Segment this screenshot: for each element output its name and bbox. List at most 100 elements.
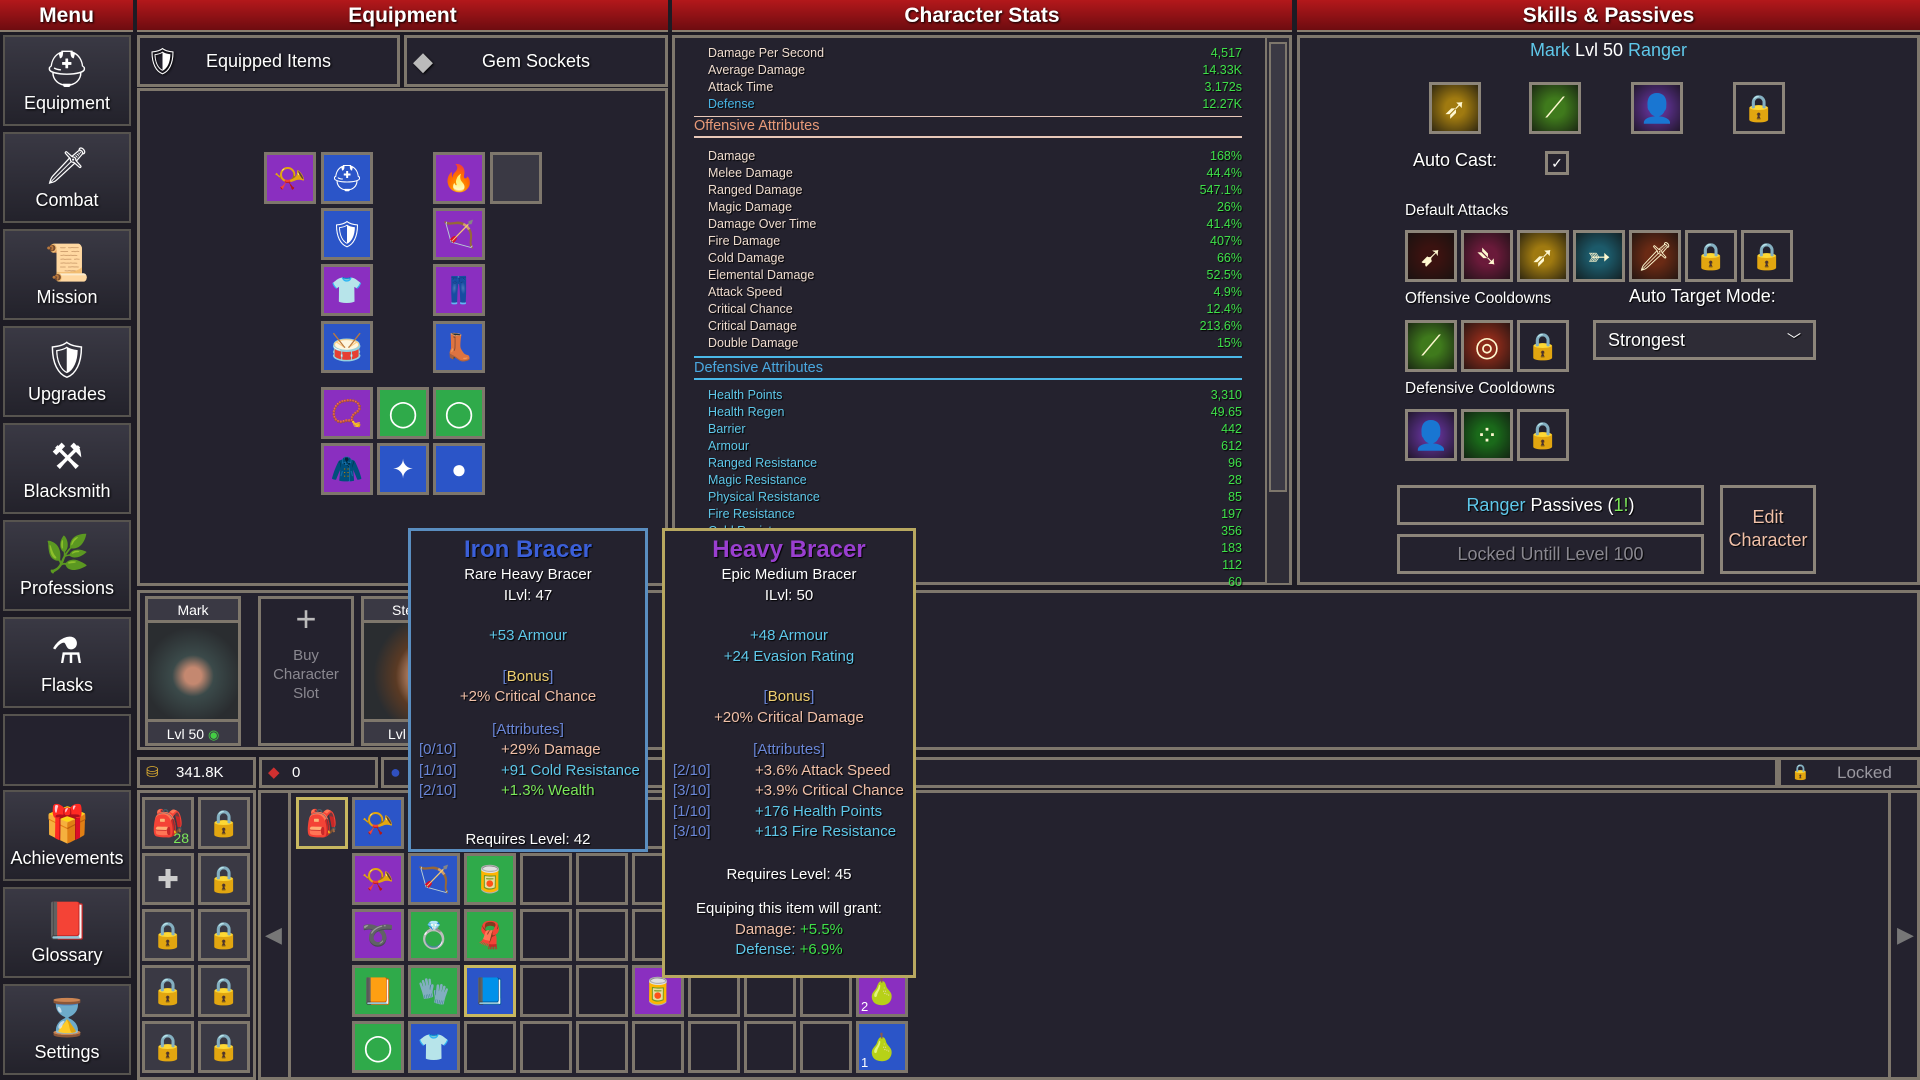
stat-row: Critical Chance 12.4% bbox=[708, 301, 1242, 318]
bag-slot[interactable]: 🔒 bbox=[198, 965, 250, 1017]
auto-target-mode-dropdown[interactable]: Strongest ﹀ bbox=[1593, 320, 1816, 360]
equipment-slot[interactable] bbox=[490, 152, 542, 204]
inventory-item[interactable]: 🎒 bbox=[296, 797, 348, 849]
inventory-item[interactable]: 📯 bbox=[352, 853, 404, 905]
sidebar-item-mission[interactable]: 📜 Mission bbox=[3, 229, 131, 320]
sidebar-item-upgrades[interactable]: 🛡 Upgrades bbox=[3, 326, 131, 417]
tab-gem-sockets[interactable]: ◆ Gem Sockets bbox=[404, 35, 668, 87]
sidebar-item-blacksmith[interactable]: ⚒ Blacksmith bbox=[3, 423, 131, 514]
skill-slot[interactable]: ⟋ bbox=[1529, 82, 1581, 134]
skill-slot[interactable]: ➹ bbox=[1405, 230, 1457, 282]
equipment-slot[interactable]: ✦ bbox=[377, 443, 429, 495]
inventory-slot[interactable] bbox=[520, 1021, 572, 1073]
inventory-item[interactable]: 📙 bbox=[352, 965, 404, 1017]
bag-slot[interactable]: 🔒 bbox=[142, 909, 194, 961]
equipment-slot[interactable]: 🔥 bbox=[433, 152, 485, 204]
tab-equipped-items[interactable]: 🛡 Equipped Items bbox=[137, 35, 400, 87]
equipment-slot[interactable]: 🥁 bbox=[321, 321, 373, 373]
inventory-item[interactable]: 🥫 bbox=[632, 965, 684, 1017]
equipment-slot[interactable]: ● bbox=[433, 443, 485, 495]
bag-slot[interactable]: ✚ bbox=[142, 853, 194, 905]
inventory-item[interactable]: 🍐 1 bbox=[856, 1021, 908, 1073]
attribute-tier: [1/10] bbox=[419, 761, 457, 779]
equipment-slot[interactable]: 👖 bbox=[433, 264, 485, 316]
equipment-slot[interactable]: 🧥 bbox=[321, 443, 373, 495]
inventory-slot[interactable] bbox=[520, 909, 572, 961]
sidebar-item-professions[interactable]: 🌿 Professions bbox=[3, 520, 131, 611]
bag-slot[interactable]: 🎒 28 bbox=[142, 797, 194, 849]
inventory-slot[interactable] bbox=[688, 1021, 740, 1073]
stats-scrollbar[interactable] bbox=[1265, 38, 1289, 583]
sidebar-item-glossary[interactable]: 📕 Glossary bbox=[3, 887, 131, 978]
bag-slot[interactable]: 🔒 bbox=[142, 1021, 194, 1073]
inventory-slot[interactable] bbox=[520, 853, 572, 905]
inventory-item[interactable]: 📯 bbox=[352, 797, 404, 849]
inventory-slot[interactable] bbox=[744, 1021, 796, 1073]
inventory-prev-arrow[interactable]: ◀ bbox=[259, 790, 291, 1080]
inventory-slot[interactable] bbox=[632, 1021, 684, 1073]
auto-cast-checkbox[interactable]: ✓ bbox=[1545, 151, 1569, 175]
equipment-slot[interactable]: 📯 bbox=[264, 152, 316, 204]
skill-slot[interactable]: 👤 bbox=[1405, 409, 1457, 461]
lock-icon: 🔒 bbox=[207, 1031, 241, 1062]
sidebar-item-achievements[interactable]: 🎁 Achievements bbox=[3, 790, 131, 881]
character-card-mark[interactable]: Mark Lvl 50 ◉ bbox=[145, 596, 241, 746]
skill-slot[interactable]: ⟋ bbox=[1405, 320, 1457, 372]
inventory-item[interactable]: ➰ bbox=[352, 909, 404, 961]
bag-slot[interactable]: 🔒 bbox=[198, 909, 250, 961]
inventory-item[interactable]: 📘 bbox=[464, 965, 516, 1017]
sidebar-item-flasks[interactable]: ⚗ Flasks bbox=[3, 617, 131, 708]
inventory-item[interactable]: 👕 bbox=[408, 1021, 460, 1073]
sidebar-item-combat[interactable]: 🗡 Combat bbox=[3, 132, 131, 223]
inventory-item[interactable]: ◯ bbox=[352, 1021, 404, 1073]
bag-slot[interactable]: 🔒 bbox=[142, 965, 194, 1017]
skill-slot[interactable]: ➶ bbox=[1517, 230, 1569, 282]
inventory-item[interactable]: 🧤 bbox=[408, 965, 460, 1017]
buy-character-slot-button[interactable]: + Buy Character Slot bbox=[258, 596, 354, 746]
equipment-slot[interactable]: 👢 bbox=[433, 321, 485, 373]
inventory-slot[interactable] bbox=[576, 853, 628, 905]
equipment-slot[interactable]: 👕 bbox=[321, 264, 373, 316]
edit-character-button[interactable]: Edit Character bbox=[1720, 485, 1816, 574]
skill-slot[interactable]: 🔒 bbox=[1741, 230, 1793, 282]
bag-slot[interactable]: 🔒 bbox=[198, 797, 250, 849]
sidebar-item-equipment[interactable]: ⛑ Equipment bbox=[3, 35, 131, 126]
inventory-item[interactable]: 💍 bbox=[408, 909, 460, 961]
skill-slot[interactable]: 🔒 bbox=[1685, 230, 1737, 282]
skill-slot[interactable]: ➳ bbox=[1573, 230, 1625, 282]
inventory-item[interactable]: 🏹 bbox=[408, 853, 460, 905]
skill-slot[interactable]: 🔒 bbox=[1517, 409, 1569, 461]
ranger-passives-button[interactable]: Ranger Passives (1!) bbox=[1397, 485, 1704, 525]
inventory-slot[interactable] bbox=[464, 1021, 516, 1073]
inventory-slot[interactable] bbox=[576, 909, 628, 961]
inventory-slot[interactable] bbox=[800, 1021, 852, 1073]
skill-slot[interactable]: ➶ bbox=[1429, 82, 1481, 134]
equipment-slot[interactable]: ◯ bbox=[377, 387, 429, 439]
inventory-item[interactable]: 🥫 bbox=[464, 853, 516, 905]
skill-slot[interactable]: 🔒 bbox=[1517, 320, 1569, 372]
stat-row: Physical Resistance 85 bbox=[708, 489, 1242, 506]
bag-slot[interactable]: 🔒 bbox=[198, 1021, 250, 1073]
skill-slot[interactable]: 🗡 bbox=[1629, 230, 1681, 282]
skill-slot[interactable]: 🔒 bbox=[1733, 82, 1785, 134]
amulet-icon: 📿 bbox=[330, 397, 364, 428]
inventory-item[interactable]: 🧣 bbox=[464, 909, 516, 961]
scrollbar-thumb[interactable] bbox=[1269, 42, 1287, 492]
inventory-slot[interactable] bbox=[576, 965, 628, 1017]
skill-slot[interactable]: 👤 bbox=[1631, 82, 1683, 134]
attribute-row: [1/10] +91 Cold Resistance bbox=[411, 761, 645, 782]
equipment-slot[interactable]: 🛡 bbox=[321, 208, 373, 260]
equipment-slot[interactable]: 🏹 bbox=[433, 208, 485, 260]
inventory-slot[interactable] bbox=[576, 1021, 628, 1073]
inventory-slot[interactable] bbox=[520, 965, 572, 1017]
skill-slot[interactable]: ➴ bbox=[1461, 230, 1513, 282]
skill-slot[interactable]: ⁘ bbox=[1461, 409, 1513, 461]
inventory-next-arrow[interactable]: ▶ bbox=[1888, 790, 1920, 1080]
equipment-slot[interactable]: ◯ bbox=[433, 387, 485, 439]
bag-slot[interactable]: 🔒 bbox=[198, 853, 250, 905]
green-blade-icon: ⟋ bbox=[1545, 91, 1565, 123]
skill-slot[interactable]: ◎ bbox=[1461, 320, 1513, 372]
equipment-slot[interactable]: ⛑ bbox=[321, 152, 373, 204]
equipment-slot[interactable]: 📿 bbox=[321, 387, 373, 439]
sidebar-item-settings[interactable]: ⌛ Settings bbox=[3, 984, 131, 1075]
